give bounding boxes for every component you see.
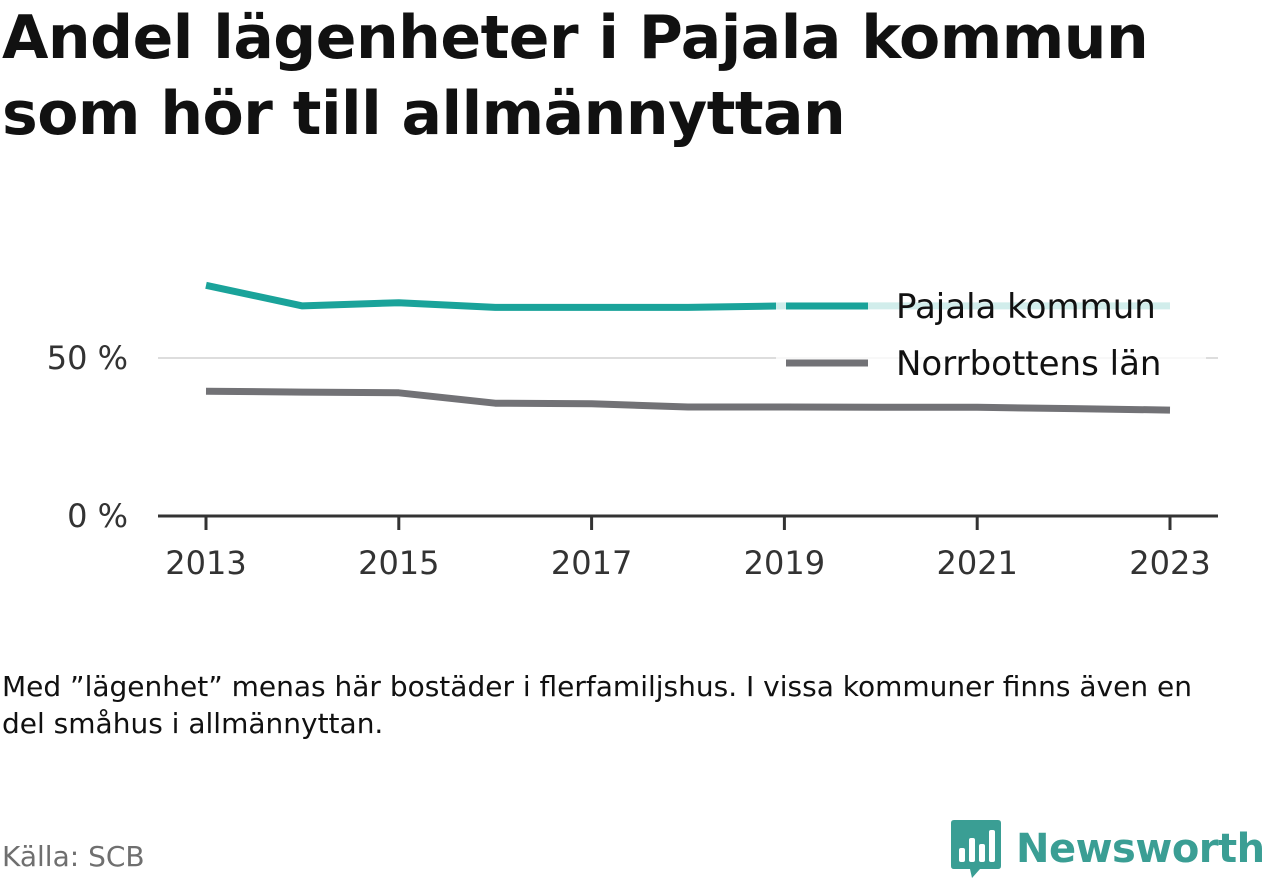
x-tick-label: 2015 — [358, 544, 439, 582]
legend-label-0: Pajala kommun — [896, 287, 1156, 327]
y-tick-label: 50 % — [47, 339, 128, 377]
x-tick-label: 2019 — [744, 544, 825, 582]
x-tick-label: 2021 — [936, 544, 1017, 582]
newsworthy-logo-icon — [951, 820, 1001, 878]
x-tick-label: 2023 — [1129, 544, 1210, 582]
series-line-1 — [205, 387, 1171, 414]
legend: Pajala kommun Norrbottens län — [776, 284, 1206, 388]
chart-title: Andel lägenheter i Pajala kommun som hör… — [2, 3, 1149, 149]
legend-background — [776, 284, 1206, 388]
x-axis: 2013 2015 2017 2019 2021 2023 — [165, 516, 1211, 582]
x-tick-label: 2017 — [551, 544, 632, 582]
source-credit: Källa: SCB — [2, 840, 145, 873]
brand: Newsworthy — [950, 818, 1262, 880]
y-axis: 0 % 50 % — [47, 339, 128, 535]
y-tick-label: 0 % — [67, 497, 128, 535]
brand-name: Newsworthy — [1016, 826, 1262, 872]
x-tick-label: 2013 — [165, 544, 246, 582]
line-chart: 0 % 50 % Pajala kommun Norrbottens län 201… — [47, 281, 1218, 582]
chart-note: Med ”lägenhet” menas här bostäder i fler… — [2, 670, 1192, 740]
legend-label-1: Norrbottens län — [896, 344, 1161, 384]
